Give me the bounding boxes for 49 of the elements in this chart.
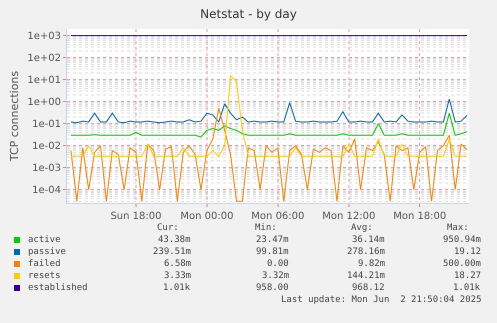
text: 9.82m [358,259,386,269]
text: 99.81m [256,247,289,257]
x-tick-label: Mon 06:00 [251,211,304,222]
y-axis-title: TCP connections [8,70,22,162]
text: Cur: [157,223,179,233]
y-tick-label: 1e-02 [32,141,61,152]
text: 23.47m [256,235,289,245]
text: 950.94m [443,235,481,245]
text: Avg: [351,223,373,233]
text: Last update: Mon Jun 2 21:50:04 2025 [281,295,482,305]
text: 500.00m [443,259,481,269]
y-tick-label: 1e+00 [27,97,61,108]
legend-label: passive [28,247,66,257]
legend-label: resets [28,271,61,281]
text: Min: [255,223,277,233]
line-series [70,112,468,138]
x-tick-label: Mon 00:00 [180,211,234,222]
y-tick-label: 1e-01 [32,119,61,130]
text: 1.01k [163,283,191,293]
text: Max: [447,223,469,233]
line-series [70,98,468,124]
line-series [70,75,468,157]
y-tick-label: 1e+03 [27,31,61,42]
text: 958.00 [256,283,289,293]
text: 1.01k [453,283,481,293]
text: 18.27 [454,271,482,281]
line-series [70,108,468,202]
text: 144.21m [347,271,385,281]
legend-label: established [28,283,88,293]
y-tick-label: 1e+01 [27,75,61,86]
y-tick-label: 1e+02 [27,53,61,64]
x-tick-label: Sun 18:00 [110,211,162,222]
text: 36.14m [352,235,385,245]
text: 0.00 [267,259,289,269]
y-tick-label: 1e-03 [32,163,61,174]
text: 239.51m [153,247,191,257]
legend-label: active [28,235,61,245]
text: 968.12 [352,283,385,293]
text: 19.12 [454,247,482,257]
text: 43.38m [158,235,191,245]
chart-title: Netstat - by day [200,7,297,22]
text: 3.33m [164,271,192,281]
x-tick-label: Mon 18:00 [393,211,446,222]
text: 6.58m [164,259,192,269]
text: 3.32m [262,271,290,281]
text: 278.16m [347,247,385,257]
y-tick-label: 1e-04 [32,185,61,196]
legend-label: failed [28,259,61,269]
x-tick-label: Mon 12:00 [322,211,376,222]
